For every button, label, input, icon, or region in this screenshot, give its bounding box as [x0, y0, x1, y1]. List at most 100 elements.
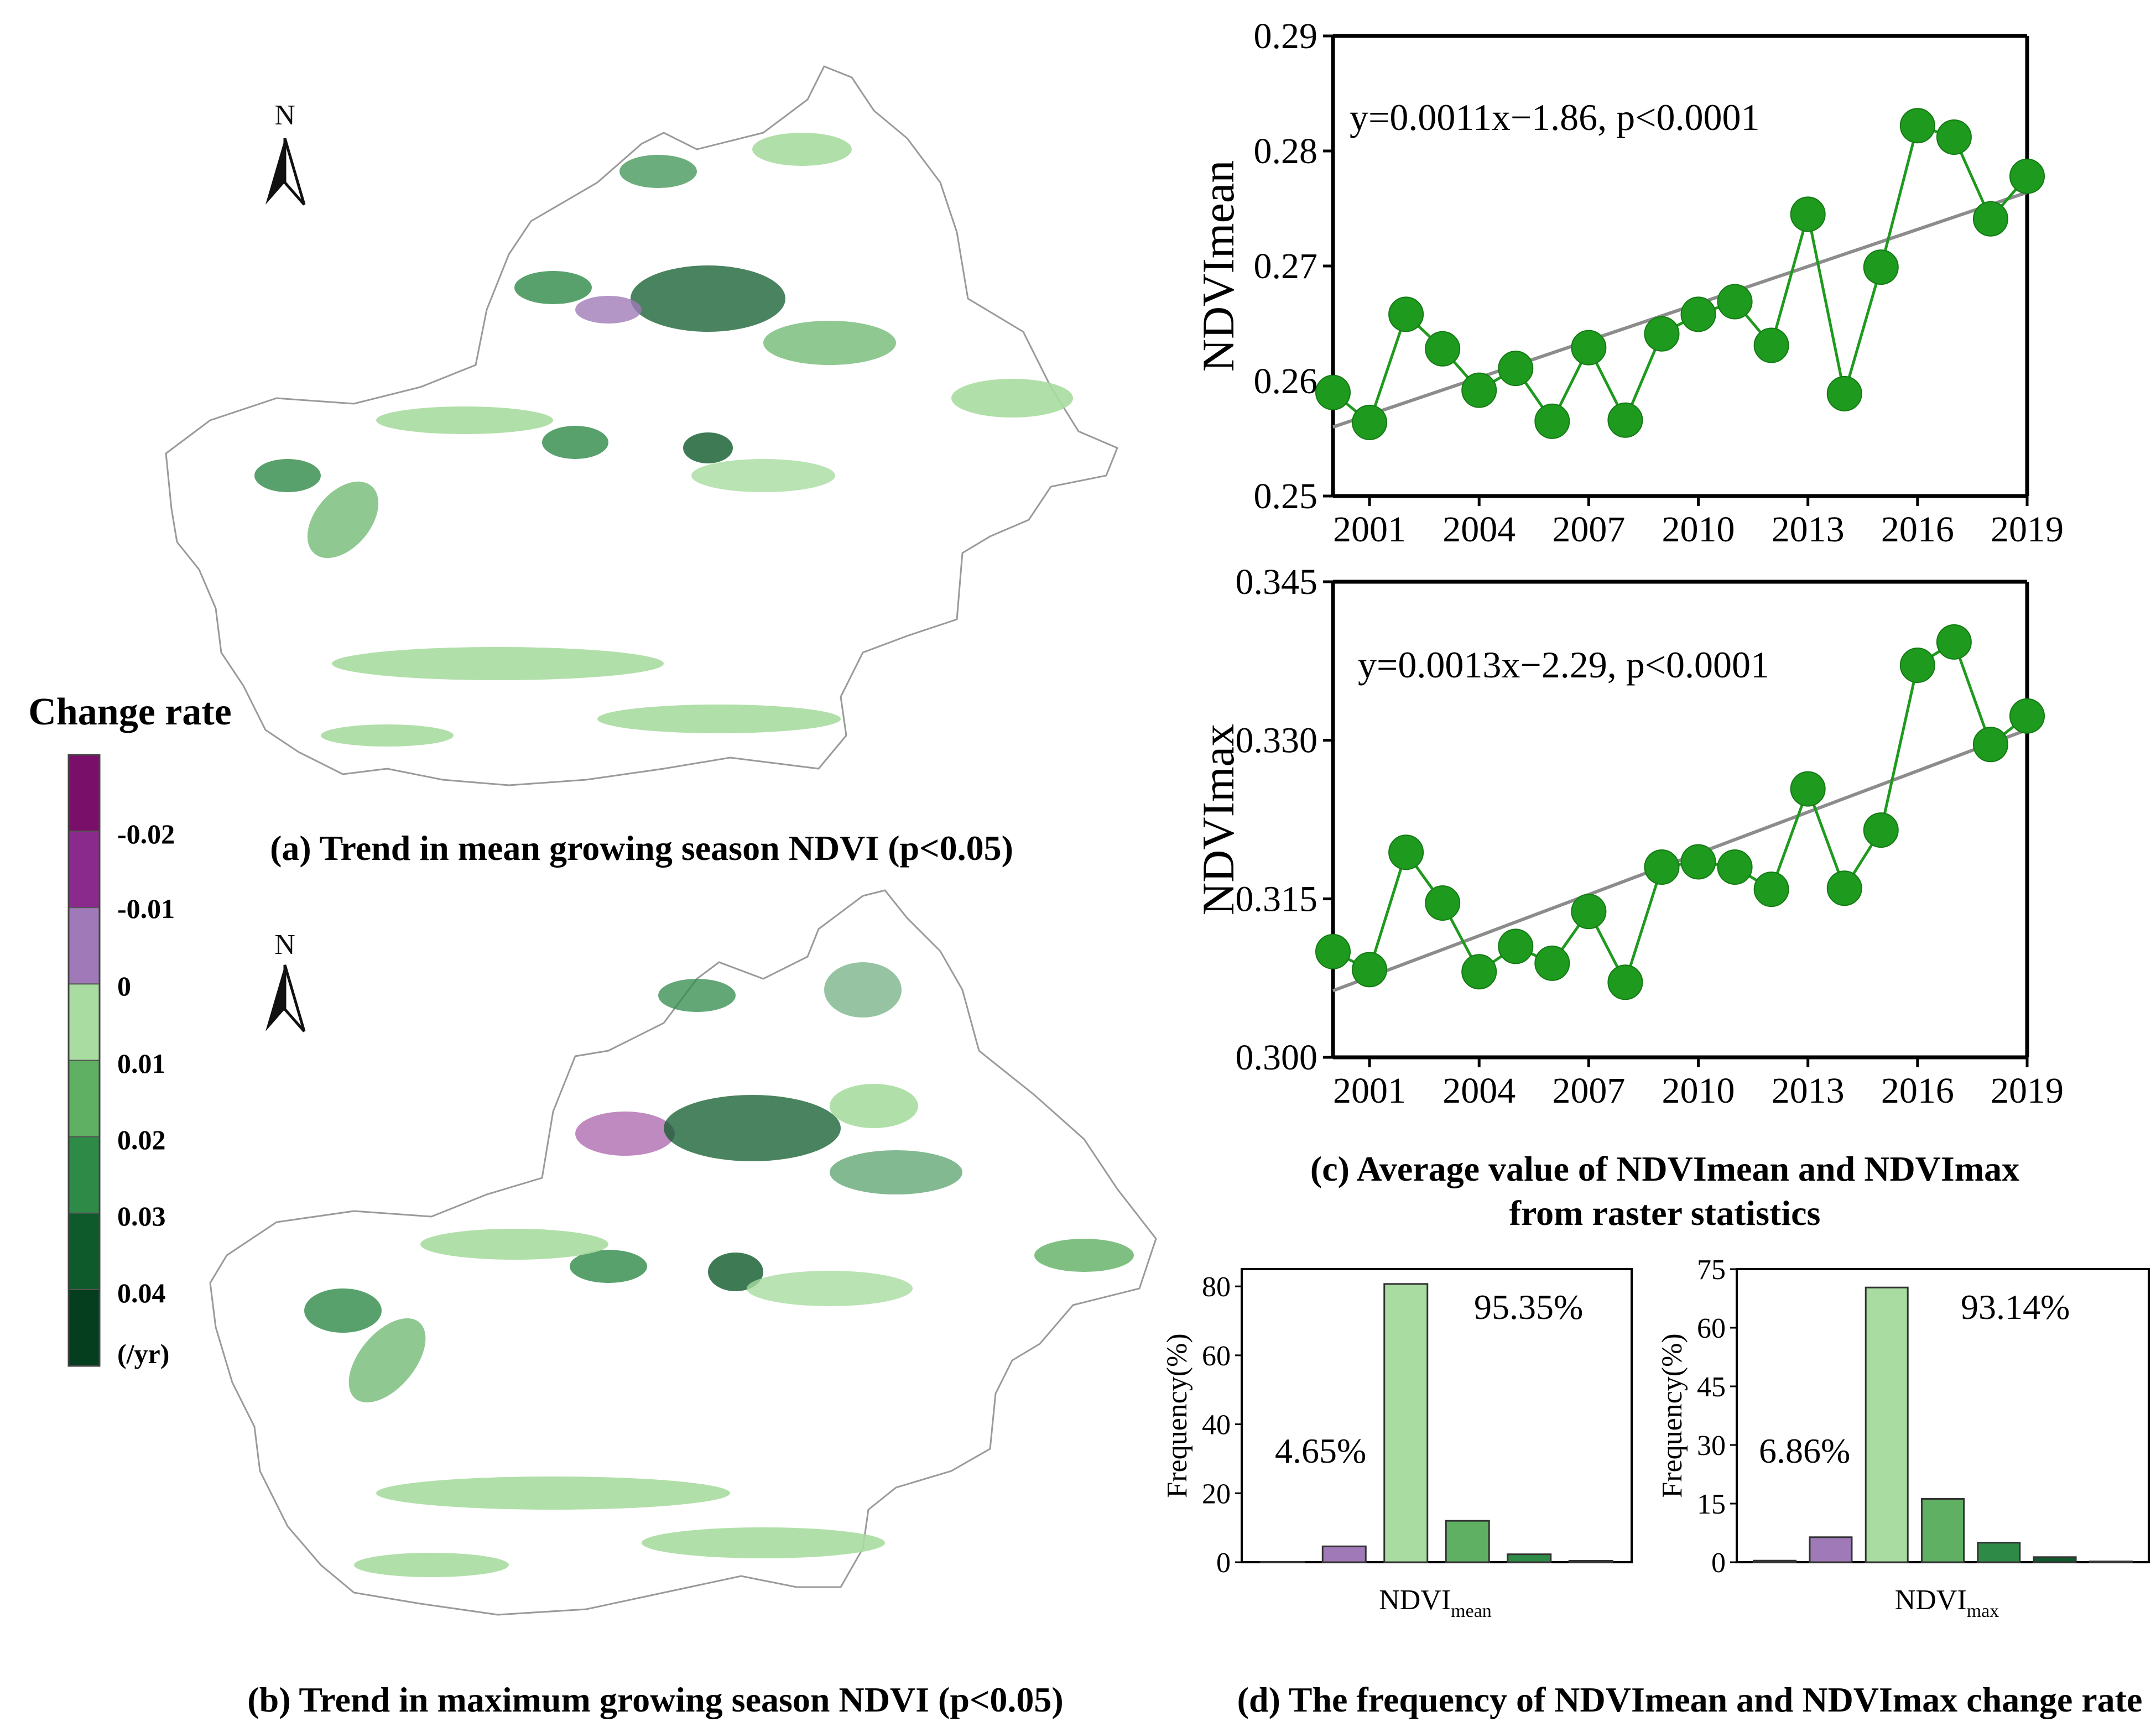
data-point [1753, 327, 1789, 363]
data-point [1425, 885, 1461, 921]
y-tick-label: 0.300 [1236, 1037, 1318, 1078]
x-tick-label: 2004 [1442, 509, 1516, 550]
x-tick-label: 2001 [1333, 509, 1406, 550]
y-tick-label: 0.330 [1236, 721, 1318, 761]
data-point [1936, 624, 1972, 660]
x-tick-label: 2010 [1662, 509, 1735, 550]
x-tick-label: 2007 [1552, 1071, 1625, 1111]
y-tick-label: 60 [1697, 1313, 1726, 1344]
regression-equation: y=0.0011x−1.86, p<0.0001 [1350, 96, 1760, 138]
legend-swatch [68, 1288, 100, 1366]
ndvi-max-line-chart: 2001 2004 2007 2010 2013 2016 2019 0.300 0.315 0.… [1193, 562, 2064, 1111]
map-mean-ndvi-trend: N [165, 65, 1118, 786]
frequency-bar [1753, 1559, 1797, 1563]
y-tick-label: 0.26 [1254, 361, 1318, 401]
data-point [1607, 964, 1643, 1000]
data-point [1680, 844, 1716, 880]
north-label: N [274, 100, 295, 131]
caption-d: (d) The frequency of NDVImean and NDVIma… [1237, 1680, 2143, 1719]
legend-swatch [68, 907, 100, 985]
y-tick-label: 0.315 [1236, 879, 1318, 919]
vegetation-patches [304, 962, 1134, 1577]
caption-b: (b) Trend in maximum growing season NDVI… [247, 1680, 1063, 1719]
frequency-bar [1507, 1553, 1552, 1563]
x-tick-label: 2013 [1772, 509, 1845, 550]
data-point [1607, 402, 1643, 438]
bars [1260, 1283, 1613, 1563]
y-axis-label: NDVImax [1193, 724, 1243, 915]
y-tick-label: 0.29 [1254, 16, 1318, 56]
data-point [1571, 894, 1607, 930]
data-point [1534, 403, 1570, 439]
data-point [1790, 196, 1826, 232]
legend-swatch [68, 983, 100, 1061]
y-tick-label: 30 [1697, 1430, 1726, 1462]
y-tick-label: 20 [1202, 1478, 1231, 1510]
frequency-bar [2033, 1556, 2077, 1563]
plot-frame [1241, 1268, 1633, 1563]
data-point [1863, 249, 1899, 285]
data-point [1644, 849, 1680, 885]
map-max-ndvi-trend: N [209, 889, 1157, 1616]
regression-line [1332, 728, 2028, 993]
data-point [1899, 108, 1935, 144]
legend-label: 0.02 [117, 1124, 166, 1155]
y-tick-label: 45 [1697, 1371, 1726, 1403]
data-point [1826, 870, 1862, 906]
region-outline [209, 889, 1157, 1616]
legend-frame [67, 754, 101, 1367]
data-point [1425, 331, 1461, 367]
north-arrow: N [265, 929, 306, 1032]
frequency-bar [1568, 1560, 1613, 1563]
y-tick-label: 0.28 [1254, 131, 1318, 171]
data-point [1571, 330, 1607, 366]
data-point [1388, 834, 1424, 870]
y-tick-label: 0 [1711, 1547, 1726, 1579]
fit-line [1332, 191, 2028, 429]
data-point [1461, 954, 1497, 990]
data-point [1644, 316, 1680, 352]
y-tick-label: 15 [1697, 1489, 1726, 1520]
x-tick-label: 2001 [1333, 1071, 1406, 1111]
data-point [1863, 812, 1899, 848]
data-point [1972, 727, 2008, 763]
frequency-bar [1445, 1520, 1490, 1563]
negative-percent: 4.65% [1275, 1431, 1366, 1470]
x-label-sub: max [1967, 1601, 1999, 1621]
y-tick-label: 0.345 [1236, 562, 1318, 602]
x-tick-label: 2013 [1772, 1071, 1845, 1111]
x-tick-label: 2016 [1881, 1071, 1954, 1111]
legend-swatch [68, 1060, 100, 1138]
ndvi-mean-line-chart: 2001 2004 2007 2010 2013 2016 2019 0.25 0.26 0.27… [1193, 16, 2064, 550]
data-point [1717, 284, 1753, 320]
y-tick-label: 40 [1202, 1410, 1231, 1441]
series-line [1332, 640, 2028, 986]
y-tick-label: 0 [1216, 1547, 1231, 1579]
legend-label: 0.01 [117, 1048, 166, 1079]
x-tick-label: 2007 [1552, 509, 1625, 550]
frequency-bar [1383, 1283, 1429, 1563]
data-point [2009, 698, 2045, 734]
regression-line [1332, 191, 2028, 429]
caption-c: from raster statistics [1509, 1193, 1821, 1233]
y-axis-label: Frequency(%) [1657, 1333, 1688, 1498]
legend-label: -0.02 [117, 818, 175, 849]
y-axis-label: Frequency(%) [1162, 1333, 1193, 1498]
series-line [1332, 124, 2028, 425]
legend-label: 0.04 [117, 1277, 166, 1308]
data-point [1534, 945, 1570, 981]
x-tick-label: 2010 [1662, 1071, 1735, 1111]
data-point [1826, 375, 1862, 411]
data-point [1753, 872, 1789, 907]
x-axis-label: NDVImax [1895, 1584, 1999, 1621]
y-tick-label: 75 [1697, 1254, 1726, 1286]
data-series [1315, 624, 2045, 1000]
bars [1753, 1286, 2133, 1563]
data-series [1315, 108, 2045, 440]
legend-swatch [68, 1136, 100, 1214]
axis-ticks: 0 15 30 45 60 75 [1697, 1254, 1737, 1579]
y-axis-label: NDVImean [1193, 160, 1243, 372]
y-tick-label: 0.25 [1254, 476, 1318, 516]
data-point [1498, 928, 1534, 964]
